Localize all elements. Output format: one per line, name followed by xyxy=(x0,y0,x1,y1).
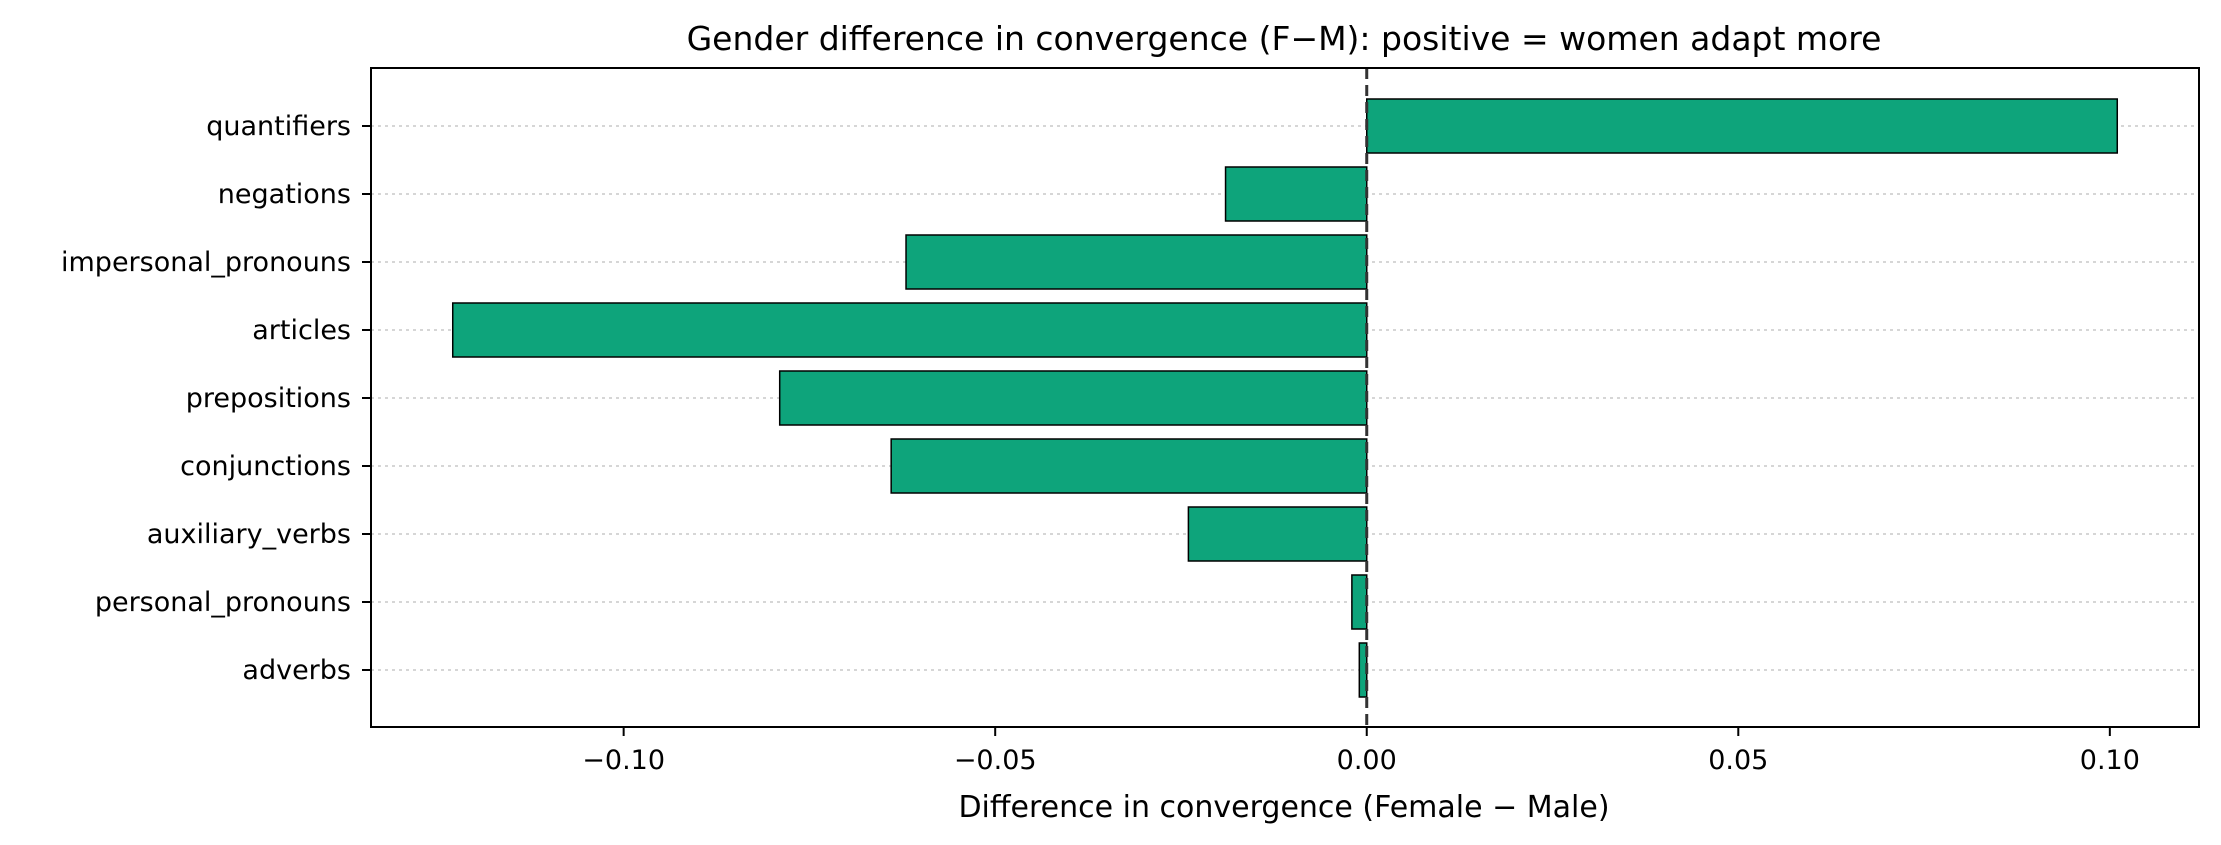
bars xyxy=(451,98,2119,698)
y-tick-label: auxiliary_verbs xyxy=(147,519,351,550)
bar-quantifiers xyxy=(1365,98,2119,154)
x-tick-label: 0.00 xyxy=(1337,745,1397,776)
y-tick-label: conjunctions xyxy=(180,451,351,482)
y-tick-label: personal_pronouns xyxy=(95,587,351,618)
chart-title: Gender difference in convergence (F−M): … xyxy=(687,19,1882,58)
bar-prepositions xyxy=(778,370,1368,426)
bar-conjunctions xyxy=(890,438,1368,494)
y-tick-label: prepositions xyxy=(186,383,351,414)
y-tick-label: negations xyxy=(218,179,351,210)
bar-articles xyxy=(451,302,1368,358)
bar-personal_pronouns xyxy=(1351,574,1368,630)
bar-auxiliary_verbs xyxy=(1187,506,1368,562)
y-tick-label: impersonal_pronouns xyxy=(61,247,351,278)
y-tick-label: adverbs xyxy=(242,655,351,686)
bar-impersonal_pronouns xyxy=(905,234,1368,290)
y-tick-label: quantifiers xyxy=(206,111,351,142)
y-axis-ticks: quantifiers negations impersonal_pronounsa… xyxy=(61,111,371,686)
x-tick-label: 0.10 xyxy=(2080,745,2140,776)
x-axis-ticks: −0.10 −0.05 0.00 0.05 0.10 xyxy=(582,727,2140,776)
x-axis-label: Difference in convergence (Female − Male… xyxy=(958,790,1609,825)
x-tick-label: 0.05 xyxy=(1708,745,1768,776)
y-tick-label: articles xyxy=(252,315,351,346)
x-tick-label: −0.10 xyxy=(582,745,665,776)
bar-negations xyxy=(1224,166,1368,222)
x-tick-label: −0.05 xyxy=(954,745,1037,776)
